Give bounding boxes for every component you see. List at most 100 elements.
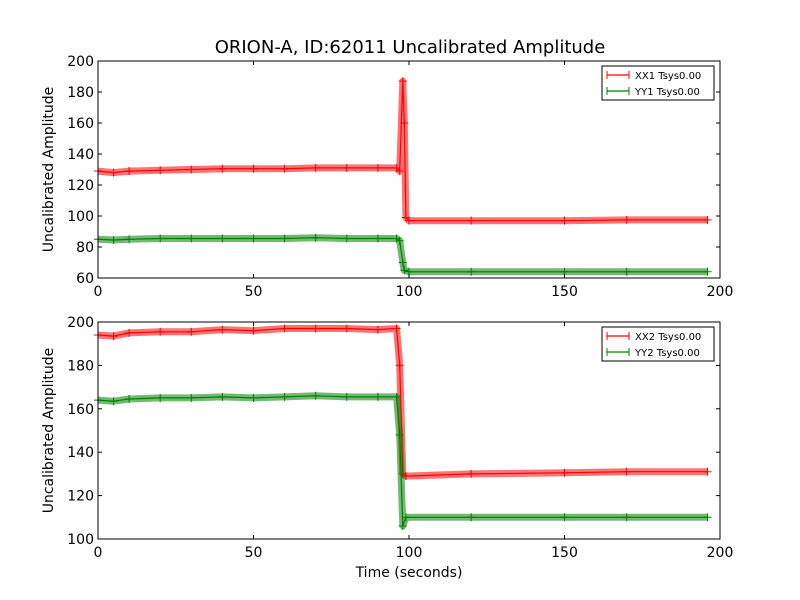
- legend-label-0-0: XX1 Tsys0.00: [635, 71, 701, 82]
- series-1-1-point-8: [311, 391, 320, 400]
- series-0-0-point-10: [373, 163, 382, 172]
- series-1-1-point-12: [395, 430, 404, 439]
- legend-box-1: [601, 326, 715, 362]
- legend-swatch-marker-1-0: [606, 332, 630, 340]
- x-tick-label-0-2: 100: [396, 284, 423, 300]
- series-1-0-point-12: [395, 361, 404, 370]
- series-0-0-point-19: [622, 215, 631, 224]
- series-0-0-point-3: [156, 166, 165, 175]
- series-1-0-point-1: [109, 332, 118, 341]
- series-0-1-point-2: [125, 235, 134, 244]
- series-1-0-point-10: [373, 325, 382, 334]
- x-tick-label-0-3: 150: [551, 284, 578, 300]
- series-0-1-point-1: [109, 236, 118, 245]
- top-chart: 0 50 100 150 200 60 80 100 120 140 160 180 200 Uncali…: [41, 54, 733, 300]
- series-1-1-point-3: [156, 393, 165, 402]
- x-tick-label-0-1: 50: [245, 284, 263, 300]
- series-0-1-point-6: [249, 234, 258, 243]
- series-1-0-point-11: [392, 324, 401, 333]
- x-tick-label-1-4: 200: [707, 545, 734, 561]
- legend-swatch-marker-0-1: [606, 87, 630, 95]
- series-0-1-point-4: [187, 234, 196, 243]
- series-0-1-point-19: [703, 267, 712, 276]
- series-0-1-point-13: [398, 258, 407, 267]
- series-1-1-point-1: [109, 397, 118, 406]
- y-axis-label-0: Uncalibrated Amplitude: [41, 87, 57, 253]
- series-1-0-point-15: [467, 469, 476, 478]
- series-0-0-point-7: [280, 164, 289, 173]
- series-1-1-point-14: [401, 513, 410, 522]
- series-1-1-point-17: [622, 513, 631, 522]
- series-1-0-point-5: [218, 325, 227, 334]
- y-tick-label-0-1: 80: [76, 240, 94, 256]
- series-1-0-point-17: [622, 467, 631, 476]
- series-0-0-point-18: [560, 216, 569, 225]
- y-tick-label-0-3: 120: [67, 178, 94, 194]
- series-0-1-point-3: [156, 234, 165, 243]
- series-0-1-point-12: [395, 236, 404, 245]
- series-1-0-point-2: [125, 328, 134, 337]
- series-0-0-point-9: [342, 163, 351, 172]
- x-tick-label-1-3: 150: [551, 545, 578, 561]
- figure-title: ORION-A, ID:62011 Uncalibrated Amplitude: [215, 37, 606, 58]
- legend-swatch-marker-1-1: [606, 348, 630, 356]
- series-0-0-point-6: [249, 164, 258, 173]
- series-1-1-point-18: [703, 513, 712, 522]
- x-axis-label-1: Time (seconds): [355, 565, 463, 581]
- series-1-0-point-18: [703, 467, 712, 476]
- x-tick-label-1-1: 50: [245, 545, 263, 561]
- y-axis-label-1: Uncalibrated Amplitude: [41, 348, 57, 514]
- series-0-0-point-4: [187, 165, 196, 174]
- legend-box-0: [601, 65, 715, 101]
- series-0-0-point-2: [125, 167, 134, 176]
- y-tick-label-0-0: 60: [76, 271, 94, 287]
- series-0-0-point-12: [395, 167, 404, 176]
- series-1-1-point-6: [249, 393, 258, 402]
- x-tick-label-1-0: 0: [94, 545, 103, 561]
- series-1-0-point-4: [187, 327, 196, 336]
- y-tick-label-0-7: 200: [67, 54, 94, 70]
- y-tick-label-0-6: 180: [67, 85, 94, 101]
- series-0-1-line: [97, 237, 708, 273]
- series-0-0-point-5: [218, 164, 227, 173]
- y-tick-label-0-5: 160: [67, 116, 94, 132]
- series-0-0-point-13: [398, 77, 407, 86]
- series-1-1-point-13: [398, 521, 407, 530]
- legend-swatch-marker-0-0: [606, 71, 630, 79]
- legend-label-0-1: YY1 Tsys0.00: [634, 87, 700, 98]
- series-1-1-point-16: [560, 513, 569, 522]
- series-0-1-point-5: [218, 234, 227, 243]
- legend-label-1-0: XX2 Tsys0.00: [635, 332, 701, 343]
- series-1-0-point-16: [560, 468, 569, 477]
- series-1-0-point-7: [280, 324, 289, 333]
- series-1-1-point-5: [218, 392, 227, 401]
- y-tick-label-1-4: 180: [67, 358, 94, 374]
- series-0-1-point-9: [342, 234, 351, 243]
- x-tick-label-0-4: 200: [707, 284, 734, 300]
- series-1-1-point-15: [467, 513, 476, 522]
- series-0-0-point-16: [405, 216, 413, 225]
- series-1-0-point-8: [311, 324, 320, 333]
- series-1-1-point-10: [373, 392, 382, 401]
- series-1-0-point-9: [342, 324, 351, 333]
- y-tick-label-1-5: 200: [67, 315, 94, 331]
- series-0-0-point-17: [467, 216, 476, 225]
- series-0-0-point-8: [311, 163, 320, 172]
- x-tick-label-0-0: 0: [94, 284, 103, 300]
- series-1-0-point-3: [156, 327, 165, 336]
- x-tick-label-1-2: 100: [396, 545, 423, 561]
- series-0-0-point-20: [703, 215, 712, 224]
- y-tick-label-1-3: 160: [67, 402, 94, 418]
- legend-label-1-1: YY2 Tsys0.00: [634, 348, 700, 359]
- y-tick-label-1-2: 140: [67, 445, 94, 461]
- series-1-1-point-2: [125, 395, 134, 404]
- series-1-1-point-11: [392, 392, 401, 401]
- bottom-chart: 0 50 100 150 200 100 120 140 160 180 200 Uncalibrat…: [41, 315, 733, 581]
- y-tick-label-0-4: 140: [67, 147, 94, 163]
- y-tick-label-1-0: 100: [67, 532, 94, 548]
- series-0-0-point-1: [109, 168, 118, 177]
- series-0-1-point-10: [373, 234, 382, 243]
- series-1-1-point-9: [342, 392, 351, 401]
- series-1-0-point-6: [249, 326, 258, 335]
